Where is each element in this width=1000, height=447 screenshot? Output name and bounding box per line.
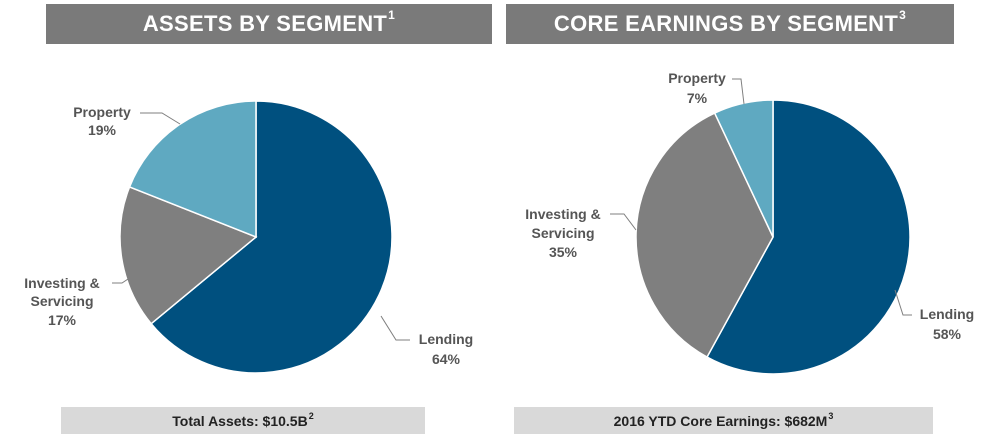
assets-slice-lending (150, 100, 393, 374)
earnings-property-label: Property (668, 70, 726, 86)
earnings-total-footnote: 3 (828, 410, 834, 421)
assets-property-label: Property (73, 104, 131, 120)
earnings-investing-label-1: Investing & (525, 206, 600, 222)
assets-title-text: ASSETS BY SEGMENT (142, 11, 388, 36)
earnings-slice-property (713, 99, 774, 238)
earnings-investing-leader (610, 213, 637, 231)
earnings-title-text: CORE EARNINGS BY SEGMENT (553, 11, 899, 36)
assets-property-pct: 19% (88, 122, 117, 138)
assets-title-footnote: 1 (388, 8, 396, 22)
assets-slice-property (128, 100, 257, 239)
earnings-lending-pct: 58% (933, 326, 962, 342)
earnings-title-footnote: 3 (899, 8, 907, 22)
earnings-chart-title: CORE EARNINGS BY SEGMENT 3 (506, 4, 954, 44)
assets-lending-leader (380, 315, 410, 341)
earnings-slice-investing (635, 112, 774, 359)
earnings-total-bar: 2016 YTD Core Earnings: $682M 3 (514, 407, 933, 434)
assets-slice-investing (119, 185, 258, 325)
assets-total-text: Total Assets: $10.5B (172, 412, 308, 429)
assets-property-leader (140, 112, 181, 125)
earnings-total-text: 2016 YTD Core Earnings: $682M (613, 412, 828, 429)
assets-lending-label: Lending (419, 331, 473, 347)
earnings-investing-pct: 35% (549, 244, 578, 260)
earnings-pie (635, 99, 911, 375)
assets-chart-title: ASSETS BY SEGMENT 1 (46, 4, 492, 44)
assets-investing-label-1: Investing & (24, 275, 99, 291)
assets-total-bar: Total Assets: $10.5B 2 (61, 407, 425, 434)
earnings-lending-leader (894, 289, 912, 316)
assets-investing-leader (112, 278, 129, 284)
earnings-slice-lending (705, 99, 911, 375)
assets-investing-pct: 17% (48, 312, 77, 328)
assets-lending-pct: 64% (432, 351, 461, 367)
earnings-investing-label-2: Servicing (531, 225, 594, 241)
earnings-lending-label: Lending (920, 306, 974, 322)
earnings-property-pct: 7% (687, 90, 708, 106)
assets-pie (119, 100, 393, 374)
earnings-property-leader (732, 78, 745, 105)
assets-investing-label-2: Servicing (30, 293, 93, 309)
assets-total-footnote: 2 (308, 410, 314, 421)
